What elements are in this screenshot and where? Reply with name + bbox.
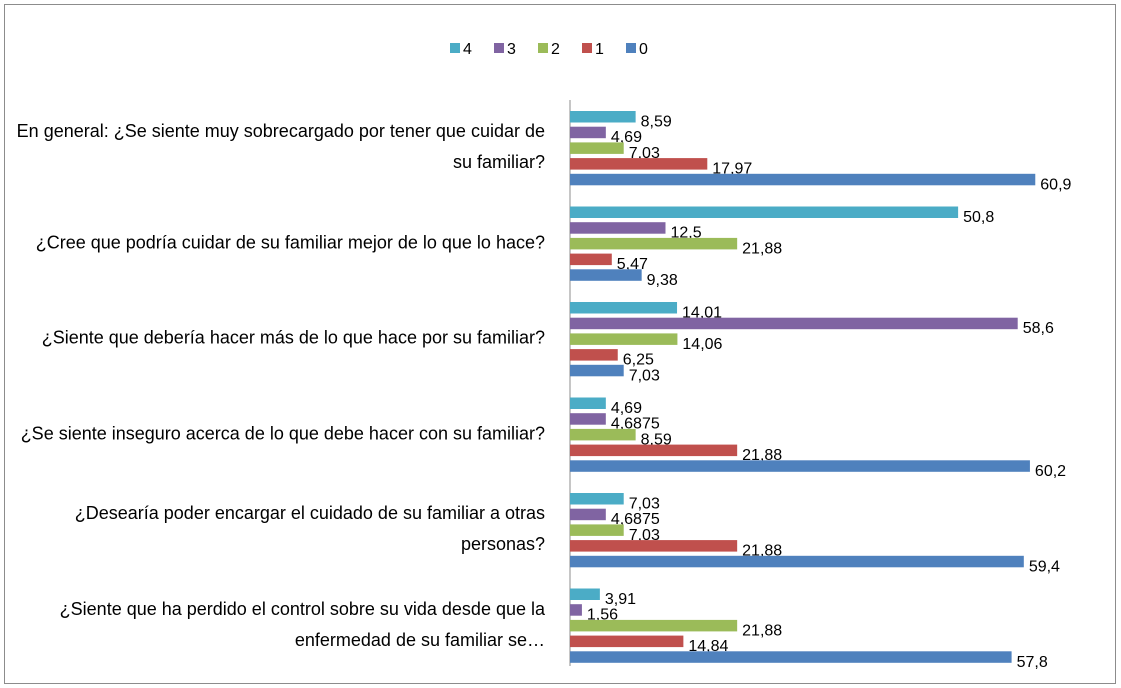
- bar: [570, 460, 1030, 472]
- legend-swatch: [582, 43, 592, 53]
- category-label: ¿Cree que podría cuidar de su familiar m…: [35, 232, 545, 253]
- value-label: 7,03: [629, 145, 660, 162]
- bar: [570, 206, 959, 218]
- bar: [570, 302, 678, 314]
- value-label: 58,6: [1023, 320, 1054, 337]
- bar: [570, 317, 1018, 330]
- chart-border: [4, 4, 1116, 684]
- value-label: 14,06: [682, 336, 722, 353]
- bar: [570, 588, 600, 600]
- value-label: 7,03: [629, 367, 660, 384]
- value-label: 8,59: [641, 114, 672, 131]
- legend-swatch: [450, 43, 460, 53]
- bar: [570, 269, 642, 281]
- bar: [570, 444, 738, 457]
- legend-label: 1: [595, 41, 604, 58]
- legend-swatch: [494, 43, 504, 53]
- value-label: 21,88: [742, 447, 782, 464]
- value-label: 4,69: [611, 129, 642, 146]
- bar: [570, 158, 708, 170]
- bar: [570, 555, 1024, 568]
- bar: [570, 349, 618, 361]
- value-label: 21,88: [742, 622, 782, 639]
- value-label: 60,9: [1040, 176, 1071, 193]
- bar: [570, 222, 666, 234]
- value-label: 1,56: [587, 607, 618, 624]
- bar: [570, 397, 606, 409]
- bar: [570, 493, 624, 505]
- bar: [570, 253, 612, 266]
- value-label: 57,8: [1017, 654, 1048, 671]
- bar: [570, 173, 1036, 186]
- bar: [570, 237, 738, 250]
- bar: [570, 619, 738, 632]
- value-label: 17,97: [712, 161, 752, 178]
- value-label: 12,5: [671, 225, 702, 242]
- value-label: 50,8: [963, 209, 994, 226]
- legend-swatch: [626, 43, 636, 53]
- bar: [570, 540, 738, 552]
- value-label: 21,88: [742, 240, 782, 257]
- bar: [570, 364, 624, 377]
- value-label: 60,2: [1035, 463, 1066, 480]
- bar: [570, 126, 606, 139]
- category-label: ¿Siente que ha perdido el control sobre …: [59, 598, 545, 650]
- bar: [570, 428, 636, 441]
- value-label: 8,59: [641, 431, 672, 448]
- bar: [570, 651, 1012, 663]
- value-label: 9,38: [647, 272, 678, 289]
- legend-label: 4: [463, 41, 472, 58]
- bar: [570, 604, 582, 616]
- category-label: ¿Siente que debería hacer más de lo que …: [41, 327, 545, 348]
- bar: [570, 413, 606, 425]
- value-label: 7,03: [629, 496, 660, 513]
- value-label: 7,03: [629, 527, 660, 544]
- bar: [570, 508, 606, 521]
- value-label: 4,6875: [611, 416, 660, 433]
- category-label: ¿Desearía poder encargar el cuidado de s…: [74, 503, 545, 555]
- bar: [570, 635, 684, 648]
- value-label: 4,69: [611, 400, 642, 417]
- value-label: 14,84: [688, 638, 728, 655]
- bar: [570, 142, 624, 154]
- legend-label: 3: [507, 41, 516, 58]
- value-label: 21,88: [742, 543, 782, 560]
- bar: [570, 111, 636, 123]
- value-label: 4,6875: [611, 511, 660, 528]
- value-label: 5,47: [617, 256, 648, 273]
- value-label: 59,4: [1029, 558, 1060, 575]
- value-label: 3,91: [605, 591, 636, 608]
- bar: [570, 333, 678, 345]
- value-label: 14,01: [682, 305, 722, 322]
- legend-label: 0: [639, 41, 648, 58]
- bar: [570, 524, 624, 536]
- legend-swatch: [538, 43, 548, 53]
- legend-label: 2: [551, 41, 560, 58]
- category-label: ¿Se siente inseguro acerca de lo que deb…: [20, 423, 545, 444]
- value-label: 6,25: [623, 352, 654, 369]
- category-label: En general: ¿Se siente muy sobrecargado …: [16, 121, 545, 173]
